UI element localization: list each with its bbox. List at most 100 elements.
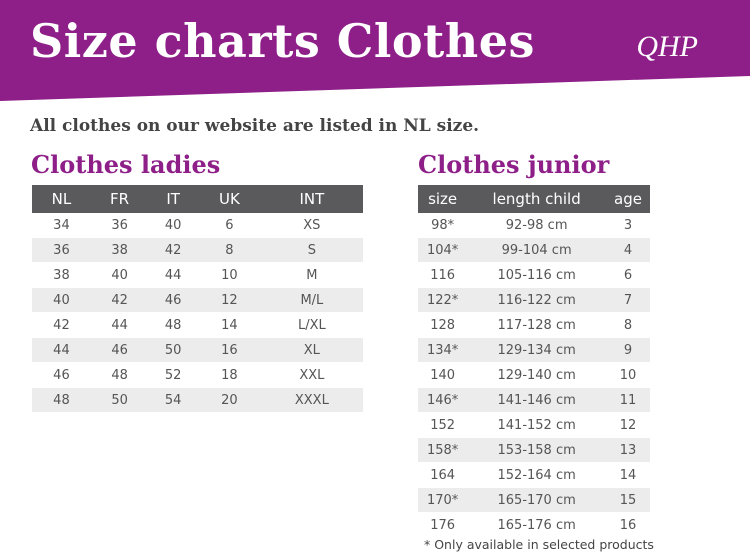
column-header: age	[606, 185, 650, 213]
column-header: UK	[198, 185, 261, 213]
table-cell: 152	[418, 412, 468, 438]
table-cell: 40	[32, 287, 91, 313]
table-row: 38 40 44 10 M	[32, 262, 363, 288]
table-cell: 15	[606, 487, 650, 513]
table-row: 98* 92-98 cm 3	[418, 213, 650, 238]
table-cell: 164	[418, 462, 468, 488]
table-row: 48 50 54 20 XXXL	[32, 387, 363, 413]
table-cell: 9	[606, 337, 650, 363]
table-row: 40 42 46 12 M/L	[32, 287, 363, 313]
table-cell: 38	[90, 237, 149, 263]
table-cell: S	[260, 237, 363, 263]
table-cell: 7	[606, 287, 650, 313]
junior-title: Clothes junior	[418, 150, 610, 179]
table-cell: 12	[606, 412, 650, 438]
table-cell: 40	[148, 213, 199, 238]
table-cell: 129-134 cm	[467, 337, 606, 363]
table-row: 42 44 48 14 L/XL	[32, 312, 363, 338]
header-shape	[0, 0, 750, 101]
table-cell: 46	[90, 337, 149, 363]
table-cell: 3	[606, 213, 650, 238]
table-cell: 4	[606, 237, 650, 263]
table-cell: 6	[606, 262, 650, 288]
table-row: 152 141-152 cm 12	[418, 412, 650, 438]
column-header: length child	[467, 185, 606, 213]
table-cell: 44	[90, 312, 149, 338]
table-cell: XXXL	[260, 387, 363, 413]
table-cell: 13	[606, 437, 650, 463]
table-cell: 14	[606, 462, 650, 488]
table-cell: 12	[198, 287, 261, 313]
table-cell: XL	[260, 337, 363, 363]
table-cell: 38	[32, 262, 91, 288]
page-title: Size charts Clothes	[30, 14, 535, 68]
column-header: size	[418, 185, 468, 213]
table-cell: 153-158 cm	[467, 437, 606, 463]
table-cell: 42	[90, 287, 149, 313]
table-row: 146* 141-146 cm 11	[418, 387, 650, 413]
table-cell: 40	[90, 262, 149, 288]
table-row: 134* 129-134 cm 9	[418, 337, 650, 363]
table-cell: 158*	[418, 437, 468, 463]
table-cell: 141-146 cm	[467, 387, 606, 413]
table-cell: 6	[198, 213, 261, 238]
table-cell: 10	[606, 362, 650, 388]
column-header: INT	[260, 185, 363, 213]
table-cell: M	[260, 262, 363, 288]
table-body: 34 36 40 6 XS 36 38 42 8 S 38 40 44 10 M 40 42 46 12 M/L 42 4…	[32, 213, 363, 413]
table-cell: 165-170 cm	[467, 487, 606, 513]
ladies-title: Clothes ladies	[31, 150, 221, 179]
table-cell: 128	[418, 312, 468, 338]
footnote: * Only available in selected products	[424, 537, 654, 552]
table-cell: 140	[418, 362, 468, 388]
table-row: 34 36 40 6 XS	[32, 213, 363, 238]
table-cell: 50	[90, 387, 149, 413]
table-cell: 36	[90, 213, 149, 238]
table-cell: 98*	[418, 213, 468, 238]
table-cell: 48	[32, 387, 91, 413]
header-row: size length child age	[418, 185, 650, 213]
table-row: 116 105-116 cm 6	[418, 262, 650, 288]
table-cell: 46	[32, 362, 91, 388]
table-cell: 44	[32, 337, 91, 363]
table-cell: 152-164 cm	[467, 462, 606, 488]
header-band	[0, 0, 750, 101]
table-body: 98* 92-98 cm 3 104* 99-104 cm 4 116 105-116 cm 6…	[418, 213, 650, 538]
table-cell: XS	[260, 213, 363, 238]
table-cell: L/XL	[260, 312, 363, 338]
table-head: size length child age	[418, 185, 650, 213]
table-cell: 165-176 cm	[467, 512, 606, 538]
table-row: 46 48 52 18 XXL	[32, 362, 363, 388]
table-cell: 117-128 cm	[467, 312, 606, 338]
table-cell: 52	[148, 362, 199, 388]
table-cell: 48	[90, 362, 149, 388]
table-row: 158* 153-158 cm 13	[418, 437, 650, 463]
table-row: 44 46 50 16 XL	[32, 337, 363, 363]
table-cell: 8	[198, 237, 261, 263]
table-cell: 11	[606, 387, 650, 413]
table-cell: 42	[148, 237, 199, 263]
table-cell: 99-104 cm	[467, 237, 606, 263]
table-cell: 129-140 cm	[467, 362, 606, 388]
table-row: 104* 99-104 cm 4	[418, 237, 650, 263]
table-cell: 42	[32, 312, 91, 338]
table-row: 122* 116-122 cm 7	[418, 287, 650, 313]
table-row: 36 38 42 8 S	[32, 237, 363, 263]
table-cell: 16	[606, 512, 650, 538]
column-header: NL	[32, 185, 91, 213]
table-cell: 134*	[418, 337, 468, 363]
table-cell: 122*	[418, 287, 468, 313]
table-cell: 104*	[418, 237, 468, 263]
header-row: NL FR IT UK INT	[32, 185, 363, 213]
intro-text: All clothes on our website are listed in…	[30, 116, 480, 136]
table-cell: 50	[148, 337, 199, 363]
table-cell: 48	[148, 312, 199, 338]
table-cell: 170*	[418, 487, 468, 513]
table-cell: 16	[198, 337, 261, 363]
table-cell: XXL	[260, 362, 363, 388]
table-cell: 116	[418, 262, 468, 288]
logo: QHP	[636, 30, 698, 63]
table-cell: M/L	[260, 287, 363, 313]
table-cell: 10	[198, 262, 261, 288]
